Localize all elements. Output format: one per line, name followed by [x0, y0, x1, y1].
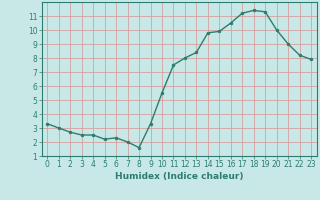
X-axis label: Humidex (Indice chaleur): Humidex (Indice chaleur) — [115, 172, 244, 181]
